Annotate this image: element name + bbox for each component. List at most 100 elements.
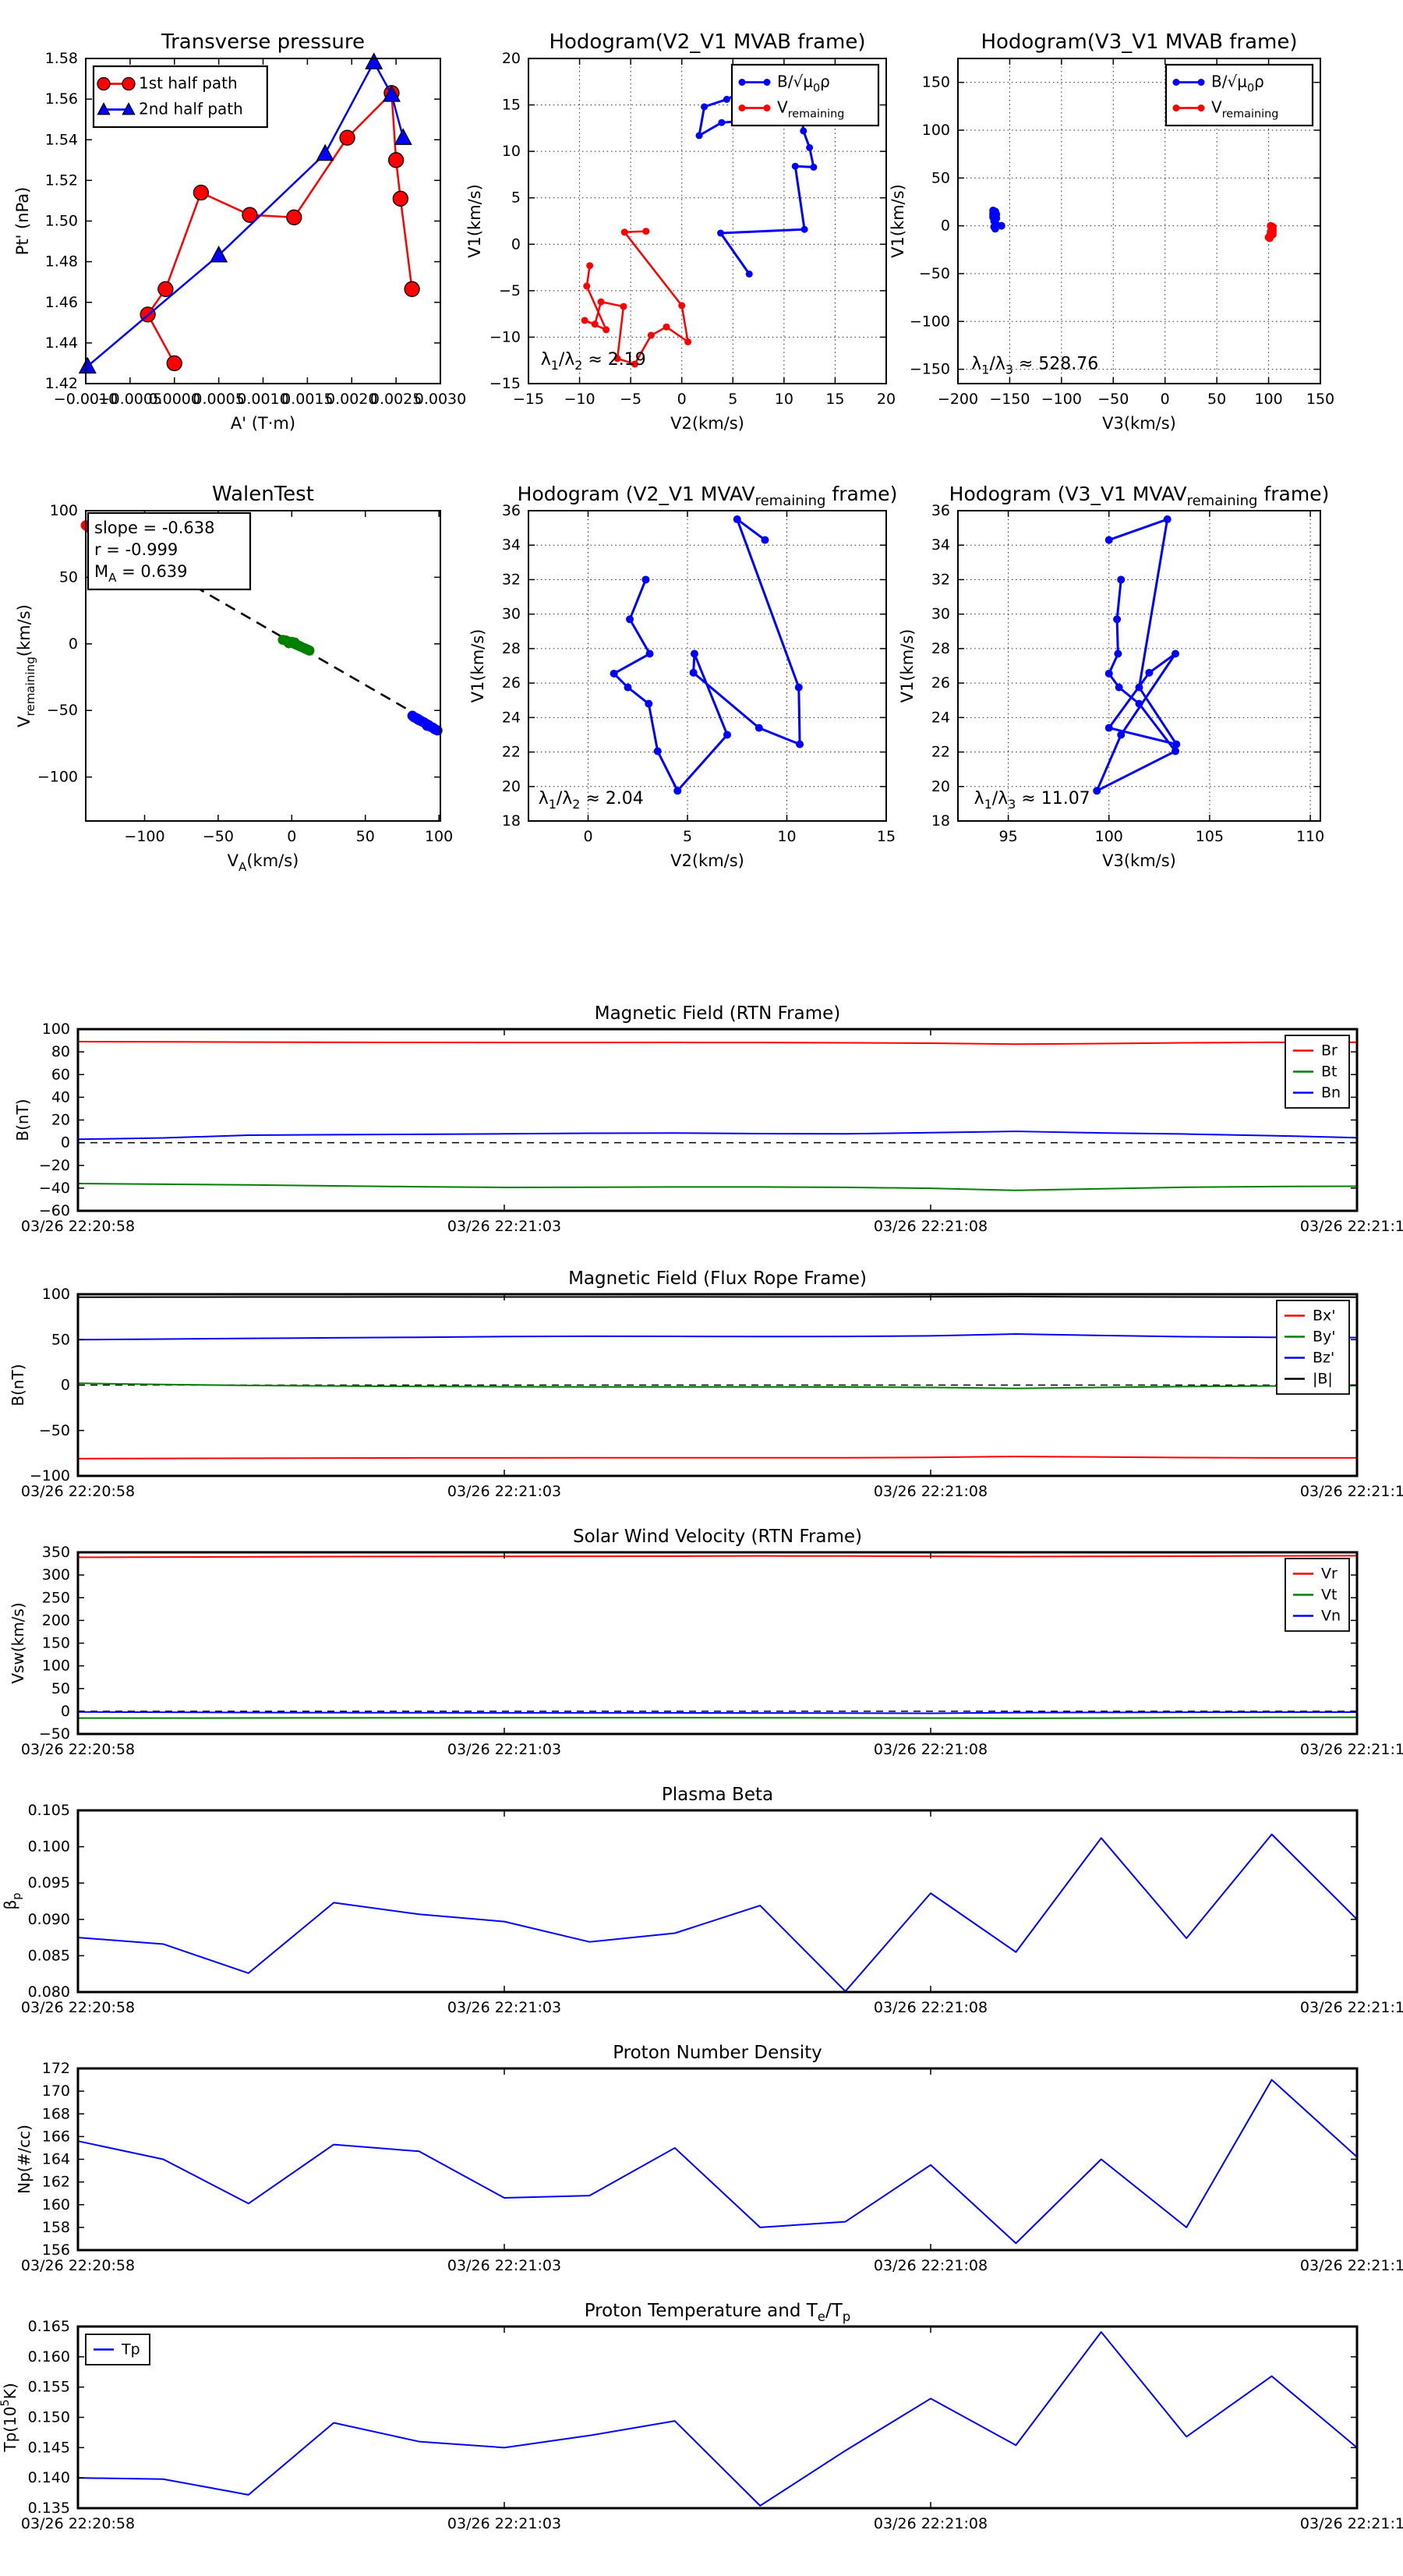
hodogram_v3v1_mvab-series-B-over-sqrt-mu0rho: [989, 207, 1005, 233]
svg-text:0: 0: [677, 391, 687, 408]
svg-text:0: 0: [287, 828, 296, 845]
svg-text:36: 36: [931, 502, 950, 519]
svg-text:350: 350: [42, 1544, 70, 1561]
svg-text:0: 0: [941, 218, 950, 235]
svg-text:03/26 22:21:03: 03/26 22:21:03: [447, 1999, 561, 2016]
hodogram_v2v1_mvav-ylabel: V1(km/s): [468, 629, 487, 703]
svg-text:03/26 22:20:58: 03/26 22:20:58: [21, 1483, 135, 1500]
svg-text:15: 15: [502, 97, 521, 114]
svg-text:20: 20: [51, 1112, 70, 1129]
ticks: [77, 1028, 1358, 1212]
svg-text:166: 166: [42, 2128, 70, 2145]
svg-text:164: 164: [42, 2151, 70, 2168]
svg-text:0: 0: [511, 235, 521, 253]
svg-text:0: 0: [69, 635, 78, 653]
hodogram_v2v1_mvab-series-V-remaining: [581, 228, 692, 368]
svg-text:Bt: Bt: [1321, 1063, 1337, 1081]
svg-text:0.0000: 0.0000: [149, 391, 200, 408]
svg-text:20: 20: [877, 391, 896, 408]
hodogram_v3v1_mvab-annotation: λ1/λ3 ≈ 528.76: [971, 355, 1098, 377]
svg-text:1.50: 1.50: [45, 213, 78, 230]
svg-text:1.58: 1.58: [45, 50, 78, 67]
b_rtn-title: Magnetic Field (RTN Frame): [595, 1003, 841, 1024]
ticks: [85, 58, 441, 384]
svg-text:10: 10: [777, 828, 796, 845]
svg-text:0.140: 0.140: [28, 2469, 70, 2486]
hodogram_v3v1_mvab-title: Hodogram(V3_V1 MVAB frame): [981, 30, 1297, 54]
grid: [528, 511, 886, 821]
proton_density-chart: 03/26 22:20:58 03/26 22:21:03 03/26 22:21:…: [15, 2043, 1403, 2274]
ticks: [77, 2068, 1358, 2251]
svg-text:−15: −15: [513, 391, 544, 408]
hodogram_v2v1_mvav-xlabel: V2(km/s): [670, 851, 744, 870]
svg-text:1.48: 1.48: [45, 253, 78, 271]
svg-text:Vt: Vt: [1321, 1587, 1337, 1604]
svg-text:03/26 22:20:58: 03/26 22:20:58: [21, 2257, 135, 2274]
vsw_rtn-series-Vn: [77, 1711, 1357, 1714]
svg-text:−100: −100: [124, 828, 164, 845]
svg-text:−200: −200: [938, 391, 978, 408]
svg-text:−100: −100: [30, 1467, 70, 1484]
svg-text:0.160: 0.160: [28, 2348, 70, 2365]
grid: [958, 511, 1320, 821]
svg-text:30: 30: [931, 606, 950, 623]
ticks: [77, 1552, 1358, 1735]
proton_temp-ylabel: Tp(105K): [0, 2383, 19, 2452]
svg-text:34: 34: [502, 536, 521, 554]
svg-text:1.44: 1.44: [45, 334, 78, 352]
svg-text:170: 170: [42, 2082, 70, 2100]
svg-text:156: 156: [42, 2242, 70, 2259]
svg-text:03/26 22:20:58: 03/26 22:20:58: [21, 1218, 135, 1235]
b_fluxrope-chart: 03/26 22:20:58 03/26 22:21:03 03/26 22:21:…: [9, 1269, 1403, 1500]
hodogram_v2v1_mvab-legend: B/√μ0ρ Vremaining: [730, 63, 880, 127]
axes-frame: [76, 2325, 1359, 2510]
svg-text:24: 24: [502, 709, 521, 726]
svg-text:−50: −50: [47, 702, 78, 719]
svg-text:03/26 22:21:08: 03/26 22:21:08: [874, 1483, 988, 1500]
svg-text:20: 20: [502, 778, 521, 795]
svg-text:30: 30: [502, 606, 521, 623]
svg-text:−50: −50: [919, 265, 950, 282]
svg-text:50: 50: [59, 568, 78, 586]
svg-text:0.135: 0.135: [28, 2500, 70, 2517]
ticks: [77, 2326, 1358, 2509]
svg-text:Vremaining: Vremaining: [1211, 98, 1278, 121]
svg-text:162: 162: [42, 2174, 70, 2191]
svg-text:5: 5: [511, 189, 521, 207]
plasma_beta-chart: 03/26 22:20:58 03/26 22:21:03 03/26 22:21:…: [1, 1785, 1403, 2016]
svg-text:0.0010: 0.0010: [237, 391, 288, 408]
svg-text:03/26 22:21:08: 03/26 22:21:08: [874, 2257, 988, 2274]
hodogram_v3v1_mvab-ylabel: V1(km/s): [889, 184, 907, 258]
svg-text:1.56: 1.56: [45, 90, 78, 108]
svg-text:0: 0: [583, 828, 592, 845]
transverse_pressure-series-2nd-half-path: [78, 52, 412, 374]
svg-text:03/26 22:21:03: 03/26 22:21:03: [447, 1483, 561, 1500]
svg-text:18: 18: [931, 812, 950, 830]
svg-text:10: 10: [502, 143, 521, 160]
svg-text:−150: −150: [910, 361, 950, 378]
svg-text:−50: −50: [39, 1725, 70, 1743]
vsw_rtn-chart: 03/26 22:20:58 03/26 22:21:03 03/26 22:21:…: [9, 1527, 1403, 1758]
transverse_pressure-title: Transverse pressure: [161, 30, 365, 54]
svg-text:1st half path: 1st half path: [139, 74, 238, 93]
svg-text:−5: −5: [620, 391, 641, 408]
svg-text:22: 22: [502, 744, 521, 761]
vsw_rtn-series-Vr: [77, 1555, 1358, 1559]
walen_test-series-second-interval-cluster: [407, 710, 443, 736]
svg-text:5: 5: [728, 391, 737, 408]
walen_test-series-middle-cluster: [277, 635, 315, 656]
b_fluxrope-legend: Bx' By' Bz' |B|: [1276, 1300, 1350, 1395]
b_fluxrope-series-Bz-prime: [77, 1333, 1358, 1341]
hodogram_v2v1_mvav-annotation: λ1/λ2 ≈ 2.04: [539, 789, 644, 812]
svg-text:03/26 22:21:08: 03/26 22:21:08: [874, 1999, 988, 2016]
hodogram_v2v1_mvab-title: Hodogram(V2_V1 MVAB frame): [549, 30, 865, 54]
svg-text:40: 40: [51, 1088, 70, 1106]
svg-text:03/26 22:21:13: 03/26 22:21:13: [1300, 2515, 1403, 2532]
transverse_pressure-chart: −0.0010−0.00050.00000.00050.00100.00150.…: [13, 30, 466, 433]
svg-text:B/√μ0ρ: B/√μ0ρ: [777, 73, 830, 95]
hodogram_v3v1_mvab-chart: −200 −150 −100 −50 0 50 100 150 −150 −100 −50 0 50 10…: [889, 30, 1334, 433]
hodogram_v3v1_mvab-xlabel: V3(km/s): [1102, 414, 1176, 433]
b_rtn-series-Bn: [77, 1131, 1358, 1141]
svg-text:20: 20: [502, 50, 521, 67]
axes-frame: [528, 58, 887, 384]
